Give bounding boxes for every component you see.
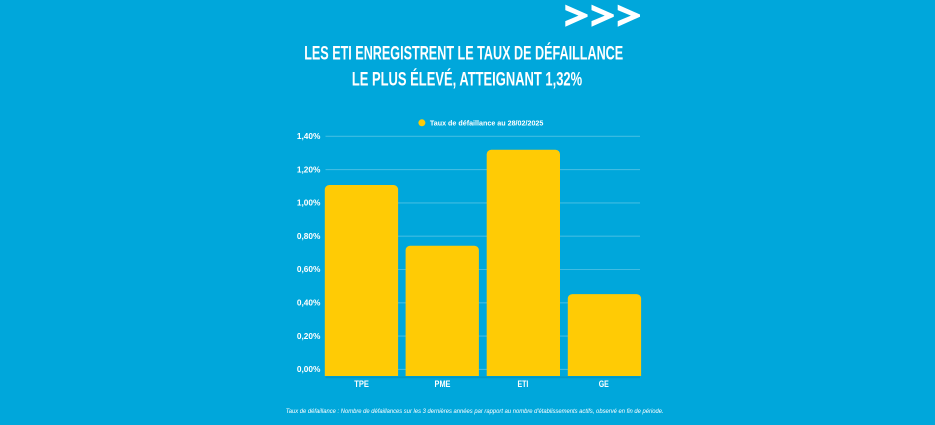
svg-text:LES ETI ENREGISTRENT LE TAUX D: LES ETI ENREGISTRENT LE TAUX DE DÉFAILLA…: [304, 41, 623, 64]
svg-text:Taux de défaillance : Nombre d: Taux de défaillance : Nombre de défailla…: [286, 408, 664, 415]
svg-text:GE: GE: [599, 378, 609, 389]
svg-text:1,00%: 1,00%: [297, 198, 321, 208]
svg-text:0,20%: 0,20%: [297, 331, 321, 341]
svg-text:PME: PME: [435, 378, 451, 389]
svg-text:0,80%: 0,80%: [297, 231, 321, 241]
svg-text:Taux de défaillance au 28/02/2: Taux de défaillance au 28/02/2025: [430, 118, 544, 127]
svg-text:0,00%: 0,00%: [297, 364, 321, 374]
svg-text:ETI: ETI: [517, 378, 528, 389]
svg-text:1,40%: 1,40%: [297, 131, 321, 141]
svg-text:0,40%: 0,40%: [297, 298, 321, 308]
svg-text:TPE: TPE: [354, 378, 369, 389]
svg-text:0,60%: 0,60%: [297, 264, 321, 274]
svg-text:1,20%: 1,20%: [297, 164, 321, 174]
svg-text:LE PLUS ÉLEVÉ, ATTEIGNANT 1,32: LE PLUS ÉLEVÉ, ATTEIGNANT 1,32%: [352, 67, 582, 90]
